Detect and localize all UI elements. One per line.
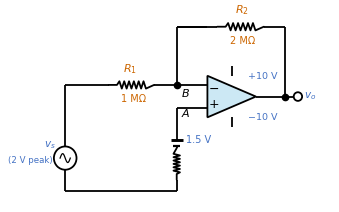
Text: −10 V: −10 V — [248, 113, 278, 122]
Text: $R_1$: $R_1$ — [123, 63, 137, 76]
Text: 2 MΩ: 2 MΩ — [230, 36, 255, 46]
Polygon shape — [207, 76, 256, 117]
Text: $v_s$: $v_s$ — [44, 139, 56, 151]
Text: +10 V: +10 V — [248, 72, 278, 81]
Text: $B$: $B$ — [181, 86, 190, 99]
Text: $A$: $A$ — [181, 107, 190, 119]
Text: 1 MΩ: 1 MΩ — [120, 93, 146, 104]
Text: (2 V peak): (2 V peak) — [8, 156, 52, 165]
Text: $+$: $+$ — [207, 98, 219, 111]
Text: $v_o$: $v_o$ — [304, 91, 316, 102]
Text: $-$: $-$ — [208, 82, 219, 95]
Text: 1.5 V: 1.5 V — [186, 135, 211, 145]
Text: $R_2$: $R_2$ — [235, 4, 249, 17]
